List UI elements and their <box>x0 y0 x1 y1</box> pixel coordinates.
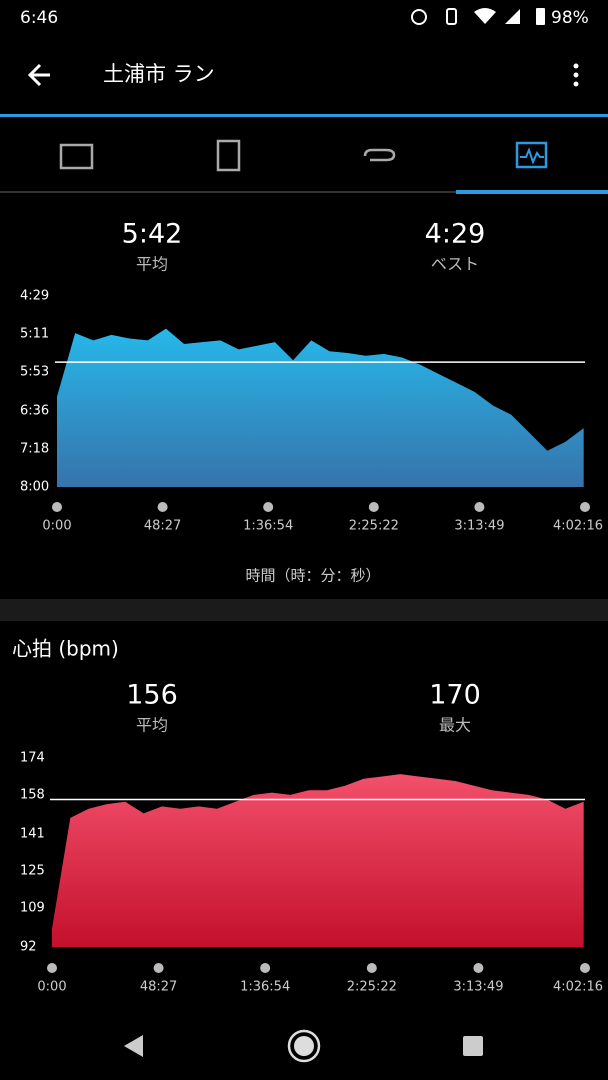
y-tick-label: 4:29 <box>20 289 49 304</box>
tab-indicator <box>456 190 608 194</box>
x-tick-dot <box>153 963 164 973</box>
y-tick-label: 141 <box>20 827 45 842</box>
x-tick-dot <box>263 502 274 512</box>
y-tick-label: 92 <box>20 940 37 955</box>
stat-value: 156 <box>126 680 178 711</box>
x-axis-label: 時間（時：分：秒） <box>245 567 380 585</box>
battery-icon <box>536 8 545 25</box>
tab-charts[interactable] <box>515 141 548 169</box>
x-tick-label: 3:13:49 <box>453 980 503 995</box>
alarm-icon <box>411 9 427 25</box>
x-tick-label: 1:36:54 <box>240 980 290 995</box>
vibrate-icon <box>446 8 457 25</box>
area <box>57 328 584 487</box>
tab-details[interactable] <box>216 139 241 172</box>
x-tick-label: 4:02:16 <box>553 980 603 995</box>
x-tick-dot <box>580 963 590 973</box>
x-tick-dot <box>52 502 62 512</box>
y-tick-label: 158 <box>20 787 45 802</box>
x-tick-dot <box>47 963 57 973</box>
status-time: 6:46 <box>20 8 58 28</box>
stat-label: 平均 <box>136 716 168 735</box>
y-tick-label: 5:11 <box>20 327 49 342</box>
y-tick-label: 6:36 <box>20 403 49 418</box>
x-tick-dot <box>260 963 271 973</box>
header-divider <box>0 114 608 117</box>
signal-icon <box>505 9 520 24</box>
tab-divider <box>0 191 608 193</box>
x-tick-label: 48:27 <box>144 519 181 534</box>
x-tick-label: 48:27 <box>140 980 177 995</box>
nav-recents[interactable] <box>463 1036 483 1056</box>
section-divider <box>0 599 608 621</box>
x-tick-dot <box>368 502 379 512</box>
y-tick-label: 125 <box>20 863 45 878</box>
menu-button[interactable] <box>573 63 579 87</box>
chart-title: 心拍 (bpm) <box>12 637 119 661</box>
x-tick-label: 2:25:22 <box>347 980 397 995</box>
y-tick-label: 109 <box>20 900 45 915</box>
back-button[interactable] <box>27 63 50 87</box>
tab-laps[interactable] <box>363 148 396 162</box>
tab-overview[interactable] <box>59 143 94 170</box>
x-tick-dot <box>473 963 484 973</box>
stat-value: 4:29 <box>425 219 486 250</box>
x-tick-label: 3:13:49 <box>454 519 504 534</box>
x-tick-label: 0:00 <box>42 519 71 534</box>
stat-label: 平均 <box>136 255 168 274</box>
x-tick-label: 1:36:54 <box>243 519 293 534</box>
activity-title: 土浦市 ラン <box>103 62 215 86</box>
x-tick-dot <box>157 502 168 512</box>
y-tick-label: 8:00 <box>20 480 49 495</box>
stat-value: 5:42 <box>122 219 183 250</box>
x-tick-dot <box>366 963 377 973</box>
nav-back[interactable] <box>124 1035 143 1057</box>
x-tick-dot <box>474 502 485 512</box>
x-tick-dot <box>580 502 590 512</box>
x-tick-label: 2:25:22 <box>349 519 399 534</box>
y-tick-label: 5:53 <box>20 365 49 380</box>
stat-value: 170 <box>429 680 481 711</box>
stat-label: 最大 <box>439 716 471 735</box>
nav-home[interactable] <box>287 1029 321 1063</box>
x-tick-label: 4:02:16 <box>553 519 603 534</box>
x-tick-label: 0:00 <box>37 980 66 995</box>
y-tick-label: 174 <box>20 751 45 766</box>
stat-label: ベスト <box>431 255 479 274</box>
wifi-icon <box>474 8 496 24</box>
area <box>52 774 584 947</box>
y-tick-label: 7:18 <box>20 441 49 456</box>
battery-level: 98% <box>551 8 589 28</box>
